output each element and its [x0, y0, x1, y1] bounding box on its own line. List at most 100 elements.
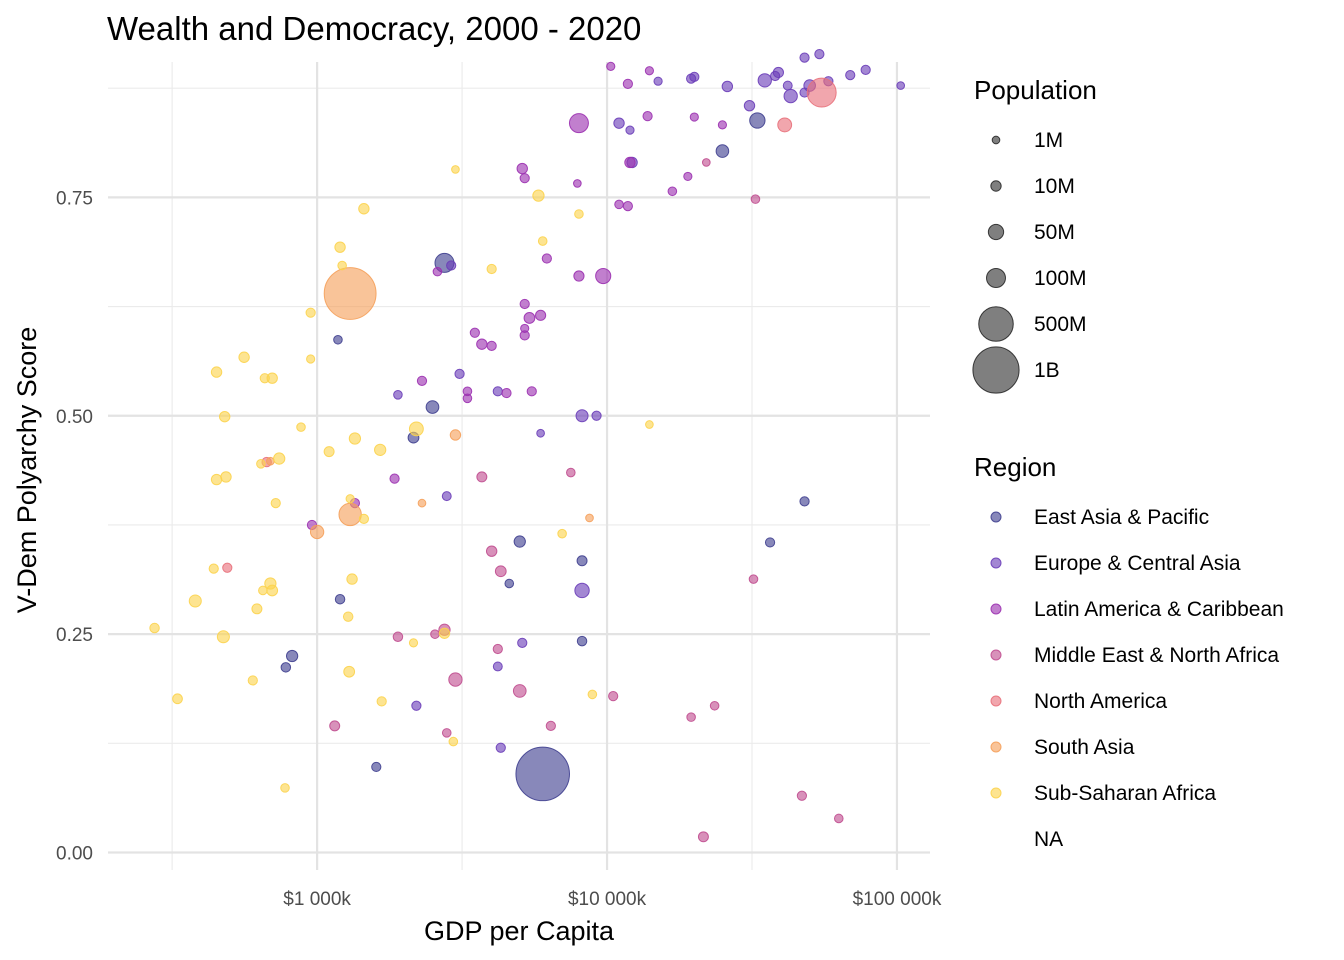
- population-legend: Population 1M 10M 50M 100M 500M 1B: [972, 75, 1097, 394]
- region-legend-key: [990, 511, 1002, 523]
- data-point: [576, 635, 588, 647]
- region-legend: Region East Asia & Pacific Europe & Centr…: [974, 452, 1284, 851]
- data-point: [770, 70, 781, 82]
- data-point: [653, 76, 663, 86]
- population-legend-label: 1B: [1034, 359, 1060, 382]
- data-point: [512, 684, 527, 698]
- data-point: [280, 662, 292, 673]
- data-point: [346, 573, 358, 585]
- data-point: [587, 689, 598, 700]
- data-point: [717, 120, 728, 130]
- data-point: [219, 410, 231, 423]
- data-point: [430, 629, 440, 639]
- x-axis-tick-labels: $1 000k $10 000k $100 000k: [283, 889, 942, 910]
- y-tick-label: 0.50: [56, 407, 93, 428]
- population-legend-label: 100M: [1034, 267, 1087, 290]
- data-point: [606, 61, 616, 71]
- data-point: [545, 720, 556, 731]
- data-point: [393, 390, 403, 400]
- data-point: [575, 409, 589, 423]
- data-point: [374, 443, 387, 456]
- data-point: [749, 112, 766, 129]
- data-point: [501, 387, 512, 399]
- minor-gridlines: [108, 62, 930, 870]
- data-point: [519, 330, 530, 341]
- data-point: [446, 260, 457, 271]
- data-point: [476, 338, 488, 350]
- data-point: [238, 351, 250, 363]
- data-point: [833, 813, 844, 824]
- data-point: [251, 603, 263, 615]
- data-point: [476, 471, 488, 483]
- region-legend-label: South Asia: [1034, 736, 1135, 759]
- y-tick-label: 0.75: [56, 188, 93, 209]
- data-point: [247, 675, 258, 686]
- data-point: [796, 790, 808, 801]
- data-point: [469, 327, 480, 338]
- data-point: [519, 298, 530, 310]
- population-legend-key: [987, 223, 1005, 241]
- y-tick-label: 0.00: [56, 844, 93, 865]
- data-point: [486, 263, 497, 275]
- data-point: [266, 372, 278, 384]
- data-point: [323, 267, 377, 320]
- region-legend-label: Latin America & Caribbean: [1034, 598, 1284, 621]
- data-point: [573, 270, 585, 282]
- data-point: [358, 203, 370, 215]
- y-tick-label: 0.25: [56, 625, 93, 646]
- data-point: [845, 69, 856, 81]
- chart-title: Wealth and Democracy, 2000 - 2020: [107, 10, 641, 47]
- population-legend-key: [991, 135, 1001, 145]
- data-point: [536, 428, 545, 438]
- data-point: [814, 49, 825, 60]
- data-point: [417, 498, 427, 508]
- data-point: [574, 582, 590, 599]
- data-point: [448, 736, 459, 747]
- x-tick-label: $10 000k: [568, 889, 647, 910]
- data-point: [591, 410, 602, 421]
- data-point: [342, 611, 354, 622]
- data-point: [585, 513, 594, 523]
- data-point: [333, 334, 343, 345]
- region-legend-title: Region: [974, 452, 1056, 482]
- data-point: [517, 637, 528, 648]
- data-point: [296, 422, 306, 432]
- data-point: [683, 171, 693, 182]
- data-point: [425, 400, 440, 414]
- data-point: [721, 80, 734, 93]
- data-point: [504, 578, 515, 589]
- data-point: [523, 312, 536, 324]
- data-point: [172, 693, 183, 705]
- population-legend-label: 1M: [1034, 129, 1063, 152]
- data-point: [595, 267, 612, 285]
- data-point: [574, 209, 584, 219]
- population-legend-title: Population: [974, 75, 1097, 105]
- data-point: [697, 831, 709, 843]
- data-point: [757, 73, 772, 88]
- region-legend-label: Sub-Saharan Africa: [1034, 782, 1216, 805]
- data-point: [323, 446, 335, 458]
- region-legend-label: Middle East & North Africa: [1034, 644, 1279, 667]
- data-point: [709, 700, 720, 711]
- region-legend-key: [990, 649, 1002, 661]
- y-axis-label: V-Dem Polyarchy Score: [12, 327, 42, 614]
- data-point: [280, 783, 290, 793]
- data-point: [358, 513, 370, 524]
- data-point: [625, 125, 635, 135]
- x-axis-label: GDP per Capita: [424, 916, 615, 946]
- data-point: [408, 638, 419, 648]
- data-point: [309, 524, 325, 540]
- data-point: [642, 111, 653, 122]
- data-point: [256, 459, 266, 469]
- data-point: [416, 375, 428, 386]
- data-point: [516, 162, 528, 175]
- data-point: [782, 80, 793, 91]
- data-point: [715, 144, 730, 158]
- population-legend-label: 500M: [1034, 313, 1087, 336]
- data-point: [806, 77, 837, 108]
- data-point: [799, 496, 810, 507]
- data-point: [441, 491, 452, 502]
- data-point: [622, 78, 633, 89]
- data-points: [149, 49, 906, 843]
- data-point: [449, 429, 462, 441]
